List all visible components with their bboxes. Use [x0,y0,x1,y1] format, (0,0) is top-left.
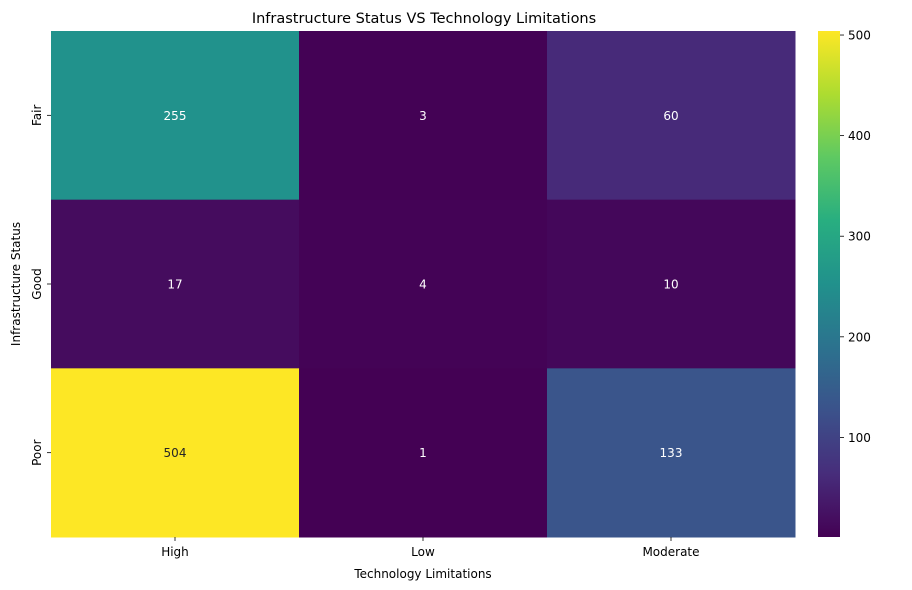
heatmap-cell [547,368,796,538]
x-axis-label: Technology Limitations [353,567,491,581]
heatmap-cell [299,199,548,369]
heatmap-cell [51,368,300,538]
y-tick-label: Good [30,268,44,300]
heatmap-cell [51,199,300,369]
cell-value-label: 4 [419,278,427,292]
cell-value-label: 3 [419,109,427,123]
heatmap-cells [51,31,796,538]
cell-value-label: 504 [164,446,187,460]
y-tick-label: Fair [30,105,44,126]
heatmap-cell [547,199,796,369]
y-axis-label: Infrastructure Status [9,222,23,346]
heatmap-cell-labels: 255 3 60 17 4 10 504 1 133 [164,109,683,460]
cell-value-label: 255 [164,109,187,123]
colorbar-tick-label: 400 [848,129,871,143]
colorbar-tick-label: 200 [848,330,871,344]
cell-value-label: 17 [167,278,182,292]
colorbar-ticks: 100 200 300 400 500 [840,29,871,445]
cell-value-label: 133 [660,446,683,460]
heatmap-cell [547,31,796,201]
y-tick-label: Poor [30,439,44,465]
colorbar-tick-label: 100 [848,431,871,445]
x-tick-label: Moderate [642,545,699,559]
colorbar-gradient [818,31,840,537]
chart-title: Infrastructure Status VS Technology Limi… [252,11,596,27]
x-tick-label: Low [411,545,435,559]
cell-value-label: 10 [663,278,678,292]
heatmap-cell [51,31,300,201]
y-axis: Fair Good Poor [30,105,51,466]
colorbar [818,31,840,537]
heatmap-cell [299,368,548,538]
cell-value-label: 60 [663,109,678,123]
x-tick-label: High [161,545,189,559]
cell-value-label: 1 [419,446,427,460]
heatmap-cell [299,31,548,201]
x-axis: High Low Moderate [161,537,700,559]
colorbar-tick-label: 300 [848,230,871,244]
colorbar-tick-label: 500 [848,29,871,43]
